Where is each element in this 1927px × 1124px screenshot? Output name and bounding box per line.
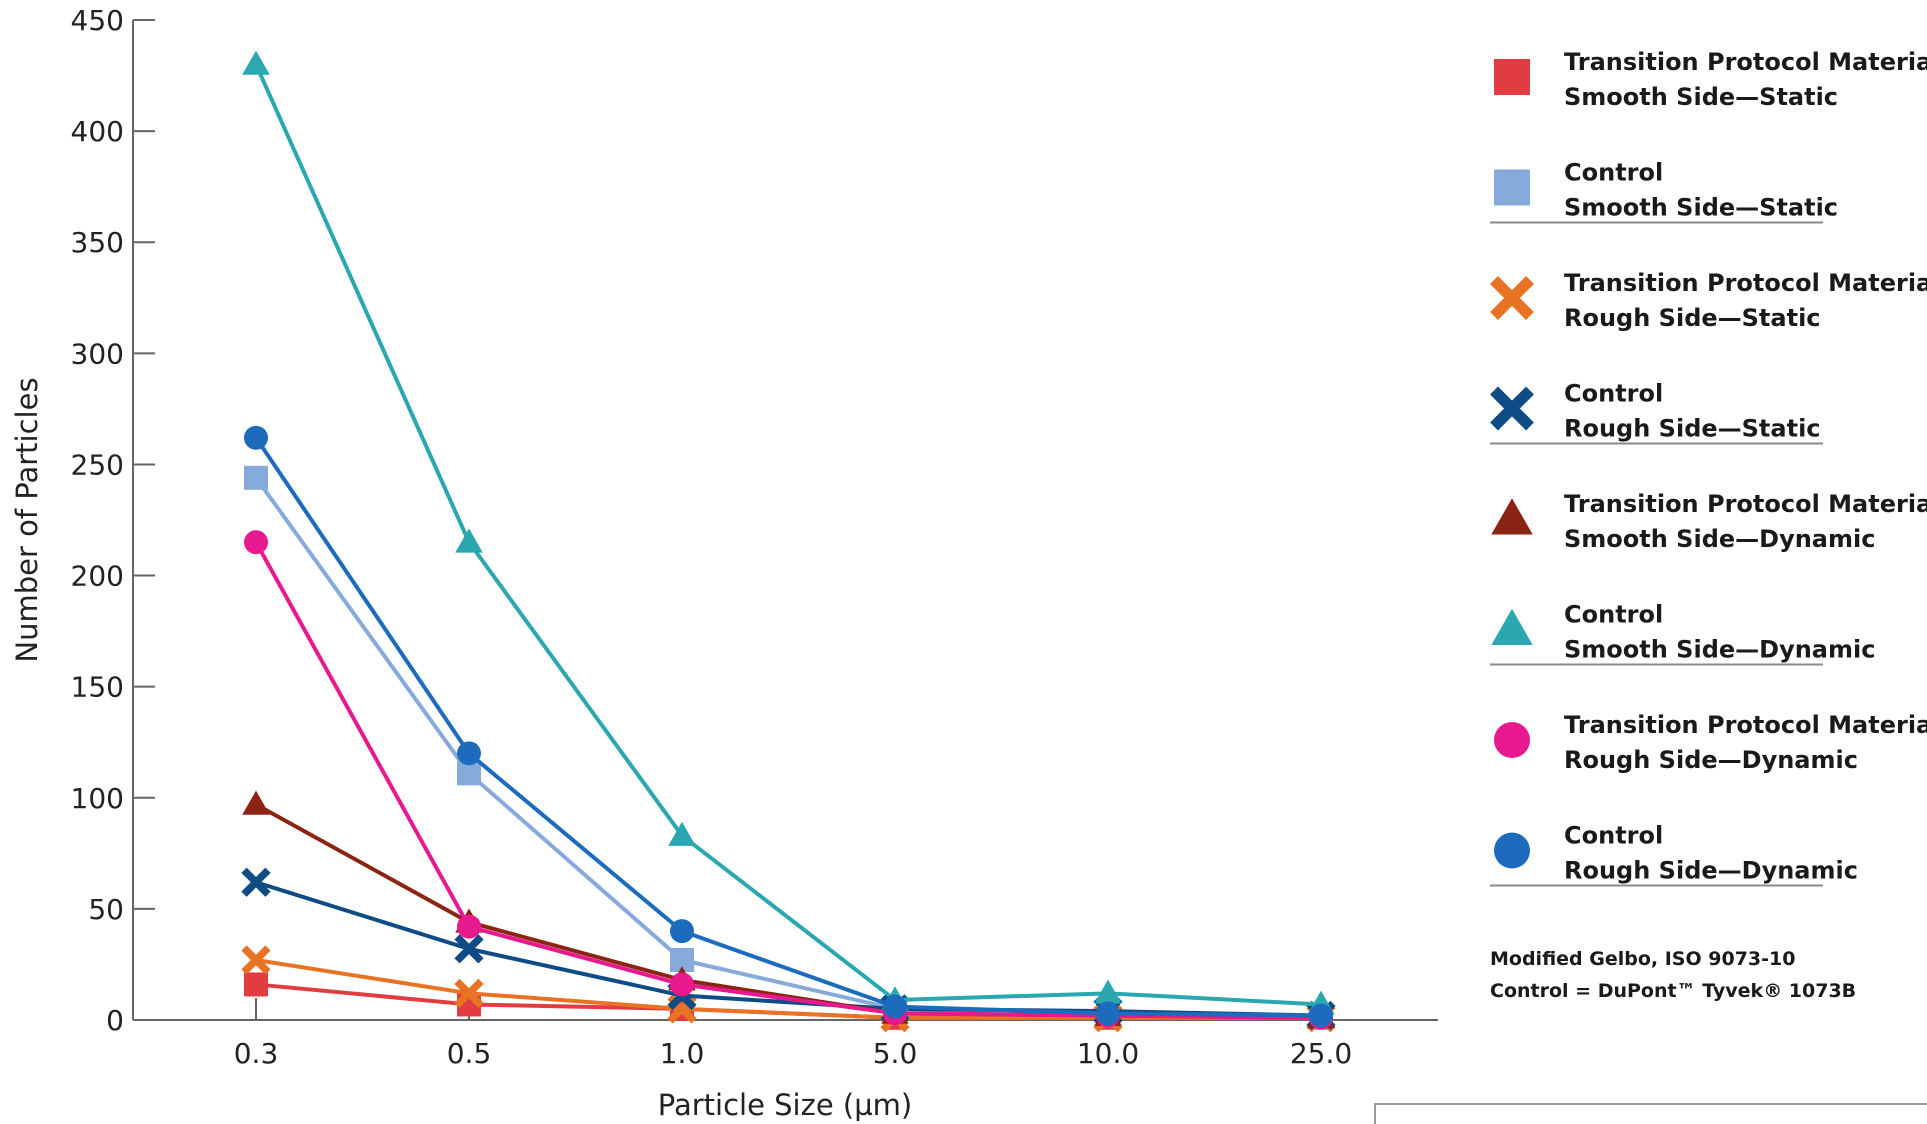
- data-point: [670, 972, 694, 997]
- series-6: [242, 50, 1335, 1015]
- data-point: [244, 465, 268, 490]
- data-point: [454, 934, 484, 964]
- series-line: [254, 63, 1322, 1007]
- legend-marker: [1490, 276, 1534, 320]
- legend-item: Control Rough Side—Dynamic: [1494, 822, 1858, 885]
- x-marker-stroke: [454, 934, 484, 964]
- data-point: [1094, 979, 1122, 1004]
- data-point: [241, 867, 271, 897]
- legend-item: Transition Protocol Material Rough Side—S…: [1490, 269, 1927, 332]
- series-line: [254, 476, 1322, 1020]
- y-tick-label: 0: [106, 1004, 124, 1037]
- series-8: [244, 425, 1333, 1028]
- legend-item: Control Smooth Side—Dynamic: [1491, 601, 1875, 664]
- legend-marker: [1494, 59, 1530, 95]
- series-lines: [241, 50, 1336, 1033]
- data-point: [244, 425, 268, 450]
- data-point: [242, 790, 270, 815]
- data-point: [242, 50, 270, 75]
- x-tick-label: 1.0: [660, 1037, 705, 1070]
- legend-label: Rough Side—Dynamic: [1564, 746, 1858, 774]
- legend-label: Control: [1564, 601, 1663, 629]
- legend-label: Control: [1564, 380, 1663, 408]
- legend-label: Smooth Side—Static: [1564, 194, 1838, 222]
- data-point: [241, 945, 271, 975]
- y-axis: 0 50 100 150 200 250 300 350 400 450: [71, 4, 155, 1037]
- series-line: [254, 436, 1322, 1018]
- legend-item: Control Smooth Side—Static: [1494, 159, 1838, 222]
- x-marker-stroke: [1490, 276, 1534, 320]
- y-tick-label: 100: [71, 782, 124, 815]
- data-point: [1309, 1003, 1333, 1028]
- legend-label: Rough Side—Static: [1564, 304, 1821, 332]
- corner-frame: [1374, 1103, 1927, 1124]
- legend-label: Control: [1564, 822, 1663, 850]
- legend-marker: [1494, 722, 1530, 758]
- legend-marker: [1494, 169, 1530, 206]
- series-5: [242, 790, 1335, 1029]
- data-point: [883, 994, 907, 1019]
- note-line: Modified Gelbo, ISO 9073-10: [1490, 948, 1795, 970]
- data-point: [455, 528, 483, 553]
- note-line: Control = DuPont™ Tyvek® 1073B: [1490, 980, 1856, 1002]
- y-tick-label: 200: [71, 560, 124, 593]
- legend-item: Control Rough Side—Static: [1490, 380, 1821, 443]
- legend-label: Smooth Side—Static: [1564, 83, 1838, 111]
- legend-item: Transition Protocol Material Smooth Side—…: [1491, 490, 1927, 553]
- legend-marker: [1491, 608, 1533, 646]
- x-axis: 0.3 0.5 1.0 5.0 10.0 25.0: [133, 998, 1438, 1070]
- data-point: [1096, 1001, 1120, 1026]
- legend-label: Transition Protocol Material: [1564, 48, 1927, 76]
- legend-label: Transition Protocol Material: [1564, 490, 1927, 518]
- x-marker-stroke: [1490, 386, 1534, 431]
- y-tick-label: 50: [88, 893, 124, 926]
- legend-marker: [1491, 498, 1533, 535]
- x-tick-label: 0.3: [234, 1037, 279, 1070]
- x-tick-label: 0.5: [447, 1037, 492, 1070]
- series-7: [244, 530, 1333, 1030]
- x-axis-title: Particle Size (µm): [658, 1088, 912, 1122]
- x-marker-stroke: [454, 978, 484, 1008]
- data-point: [244, 972, 268, 997]
- y-tick-label: 450: [71, 4, 124, 37]
- legend-label: Rough Side—Static: [1564, 415, 1821, 443]
- y-tick-label: 250: [71, 448, 124, 481]
- legend-marker: [1494, 832, 1530, 869]
- legend-marker: [1490, 386, 1534, 431]
- series-2: [244, 465, 1333, 1030]
- legend-label: Control: [1564, 159, 1663, 187]
- x-tick-label: 10.0: [1077, 1037, 1139, 1070]
- chart-notes: Modified Gelbo, ISO 9073-10 Control = DuP…: [1490, 948, 1856, 1002]
- x-tick-label: 25.0: [1290, 1037, 1352, 1070]
- data-point: [670, 919, 694, 944]
- data-point: [457, 914, 481, 939]
- legend-label: Transition Protocol Material: [1564, 711, 1927, 739]
- data-point: [457, 741, 481, 766]
- y-tick-label: 350: [71, 226, 124, 259]
- legend-label: Rough Side—Dynamic: [1564, 857, 1858, 885]
- data-point: [454, 978, 484, 1008]
- legend: Transition Protocol Material Smooth Side—…: [1490, 48, 1927, 887]
- legend-item: Transition Protocol Material Smooth Side—…: [1494, 48, 1927, 111]
- y-tick-label: 150: [71, 671, 124, 704]
- legend-label: Transition Protocol Material: [1564, 269, 1927, 297]
- y-tick-label: 400: [71, 115, 124, 148]
- legend-item: Transition Protocol Material Rough Side—D…: [1494, 711, 1927, 774]
- series-line: [254, 541, 1322, 1020]
- series-4: [241, 867, 1336, 1031]
- legend-label: Smooth Side—Dynamic: [1564, 636, 1875, 664]
- y-axis-title: Number of Particles: [10, 377, 44, 662]
- legend-label: Smooth Side—Dynamic: [1564, 525, 1875, 553]
- x-marker-stroke: [241, 867, 271, 897]
- data-point: [668, 821, 696, 846]
- y-tick-label: 300: [71, 337, 124, 370]
- x-tick-label: 5.0: [873, 1037, 918, 1070]
- x-marker-stroke: [241, 945, 271, 975]
- data-point: [244, 530, 268, 555]
